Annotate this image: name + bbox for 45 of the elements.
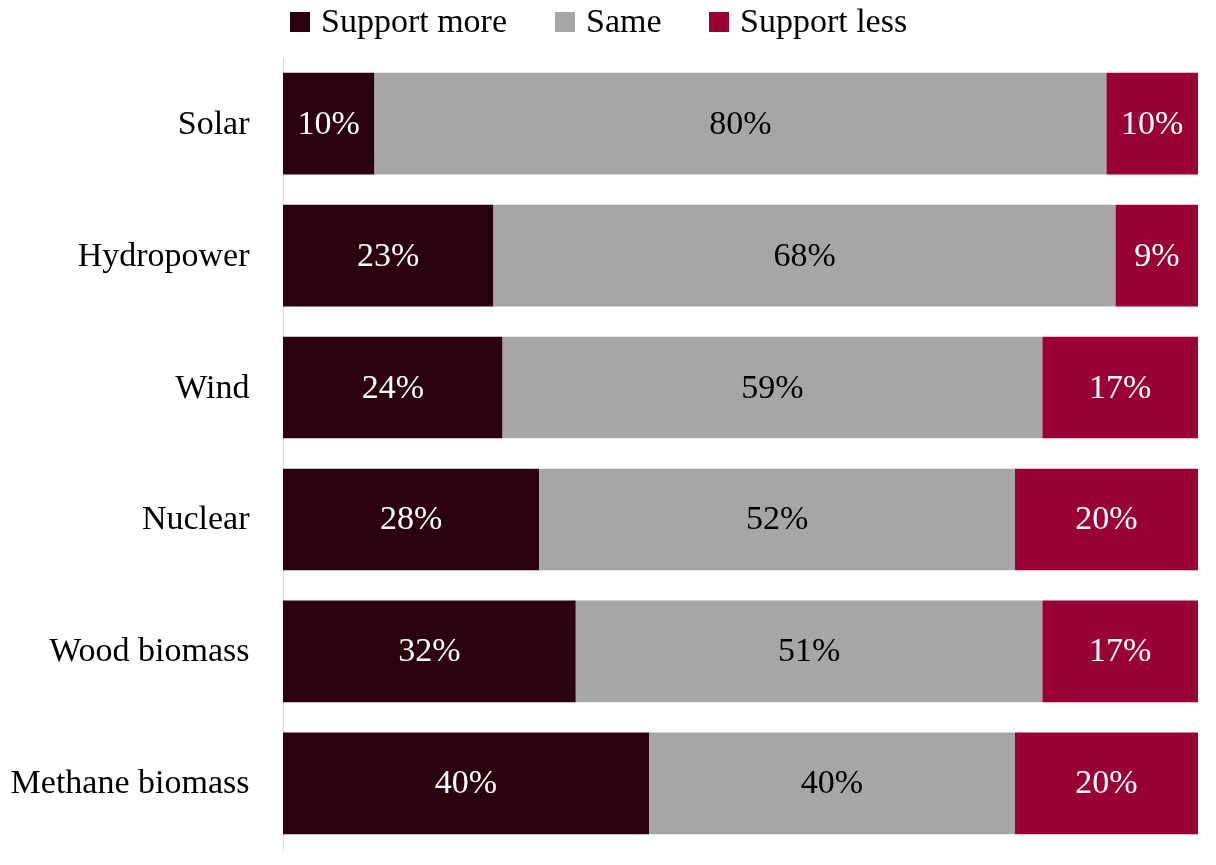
- bar: [283, 72, 375, 175]
- bar: [493, 204, 1116, 307]
- bar: [374, 72, 1107, 175]
- bar: [283, 204, 494, 307]
- bar: [283, 468, 540, 571]
- data-label: 17%: [1089, 631, 1152, 669]
- bar: [1115, 204, 1198, 307]
- data-label: 68%: [773, 235, 836, 273]
- data-label: 9%: [1134, 235, 1180, 273]
- bar: [1042, 336, 1198, 439]
- data-label: 59%: [741, 367, 804, 405]
- data-label: 20%: [1075, 499, 1138, 537]
- data-label: 28%: [379, 499, 443, 537]
- data-label: 40%: [800, 763, 864, 801]
- data-label: 32%: [398, 631, 461, 669]
- data-label: 51%: [777, 631, 841, 669]
- bar: [1106, 72, 1198, 175]
- y-tick-label: Methane biomass: [10, 763, 250, 801]
- data-label: 10%: [297, 103, 360, 141]
- bar: [283, 336, 503, 439]
- bar: [283, 732, 649, 835]
- data-label: 20%: [1075, 763, 1138, 801]
- data-label: 40%: [434, 763, 498, 801]
- bar: [1015, 468, 1198, 571]
- bar: [539, 468, 1015, 571]
- data-label: 80%: [709, 103, 772, 141]
- data-label: 23%: [357, 235, 420, 273]
- y-tick-label: Hydropower: [77, 235, 251, 273]
- bar: [575, 600, 1043, 703]
- bar: [1015, 732, 1198, 835]
- data-label: 24%: [361, 367, 424, 405]
- y-tick-label: Wood biomass: [49, 631, 250, 669]
- legend-label: Support less: [740, 2, 908, 39]
- bar: [649, 732, 1015, 835]
- data-label: 17%: [1089, 367, 1152, 405]
- legend-label: Same: [586, 2, 662, 39]
- y-tick-label: Wind: [175, 367, 250, 405]
- bar: [283, 600, 576, 703]
- y-tick-label: Nuclear: [141, 499, 251, 537]
- bar: [1042, 600, 1198, 703]
- data-label: 52%: [745, 499, 809, 537]
- data-label: 10%: [1121, 103, 1184, 141]
- bar: [502, 336, 1043, 439]
- legend-label: Support more: [321, 2, 508, 39]
- y-tick-label: Solar: [177, 103, 251, 141]
